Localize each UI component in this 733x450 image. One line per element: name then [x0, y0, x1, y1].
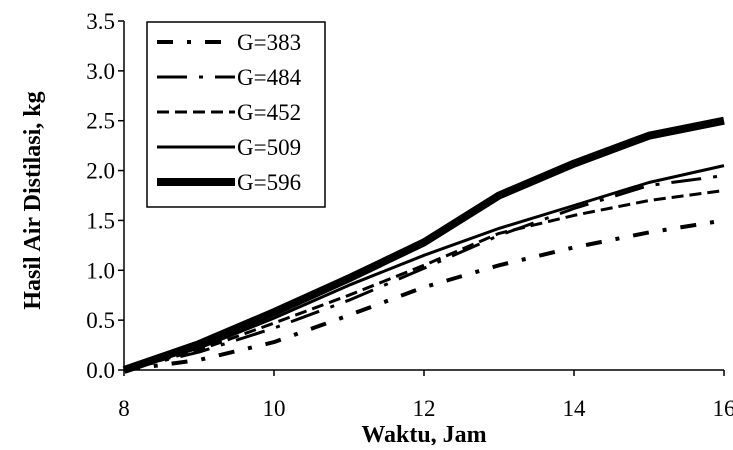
y-tick-label: 0.0 — [86, 358, 115, 383]
y-tick-label: 3.5 — [86, 9, 115, 34]
y-tick-label: 2.0 — [86, 159, 115, 184]
x-axis-title: Waktu, Jam — [361, 422, 486, 445]
legend-label: G=509 — [237, 135, 301, 160]
x-tick-label: 12 — [413, 396, 436, 421]
y-tick-label: 1.5 — [86, 208, 115, 233]
legend-label: G=452 — [237, 100, 301, 125]
x-tick-label: 10 — [263, 396, 286, 421]
y-tick-label: 2.5 — [86, 109, 115, 134]
legend-label: G=484 — [237, 65, 302, 90]
legend-label: G=596 — [237, 170, 301, 195]
x-tick-label: 14 — [563, 396, 587, 421]
legend: G=383 G=484 G=452 G=509 G=596 — [147, 22, 325, 207]
y-tick-label: 0.5 — [86, 308, 115, 333]
y-axis-title: Hasil Air Distilasi, kg — [20, 91, 46, 309]
y-tick-label: 3.0 — [86, 59, 115, 84]
y-tick-label: 1.0 — [86, 258, 115, 283]
x-tick-label: 16 — [713, 396, 733, 421]
legend-label: G=383 — [237, 30, 301, 55]
x-tick-label: 8 — [118, 396, 130, 421]
